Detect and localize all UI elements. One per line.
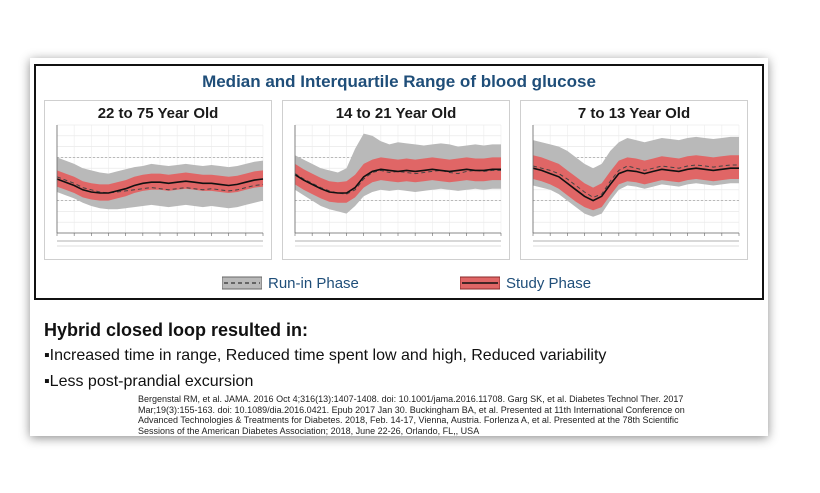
panel-title-7-13: 7 to 13 Year Old <box>577 105 691 122</box>
legend-run-in: Run-in Phase <box>222 272 359 294</box>
run-in-median-line <box>294 169 501 195</box>
figure-title: Median and Interquartile Range of blood … <box>202 72 596 91</box>
legend-label-run-in: Run-in Phase <box>268 274 359 292</box>
legend-study: Study Phase <box>460 272 591 294</box>
chart-panel-14-21: 14 to 21 Year Old <box>282 100 510 260</box>
study-median-line <box>532 167 739 202</box>
conclusion-heading: Hybrid closed loop resulted in: <box>44 320 309 340</box>
run-in-median-line <box>532 164 739 198</box>
legend-label-study: Study Phase <box>506 274 592 292</box>
bullet-time-in-range: ▪Increased time in range, Reduced time s… <box>44 347 607 364</box>
run-in-median-line <box>56 176 264 194</box>
figure-box: Median and Interquartile Range of blood … <box>34 64 764 300</box>
panel-title-22-75: 22 to 75 Year Old <box>97 105 219 122</box>
slide: Median and Interquartile Range of blood … <box>30 58 768 436</box>
study-median-line <box>56 178 264 194</box>
chart-panel-7-13: 7 to 13 Year Old <box>520 100 748 260</box>
study-median-line <box>294 168 501 194</box>
panel-title-14-21: 14 to 21 Year Old <box>335 105 457 122</box>
glucose-chart-22-75 <box>56 124 264 247</box>
references: Bergenstal RM, et al. JAMA. 2016 Oct 4;3… <box>138 394 685 436</box>
chart-panel-22-75: 22 to 75 Year Old <box>44 100 272 260</box>
study-iqr-band <box>295 157 501 203</box>
bullet-post-prandial: ▪Less post-prandial excursion <box>44 373 254 390</box>
legend-swatch-run-in <box>222 276 262 290</box>
legend-swatch-study <box>460 276 500 290</box>
glucose-chart-7-13 <box>532 124 740 247</box>
glucose-chart-14-21 <box>294 124 502 247</box>
